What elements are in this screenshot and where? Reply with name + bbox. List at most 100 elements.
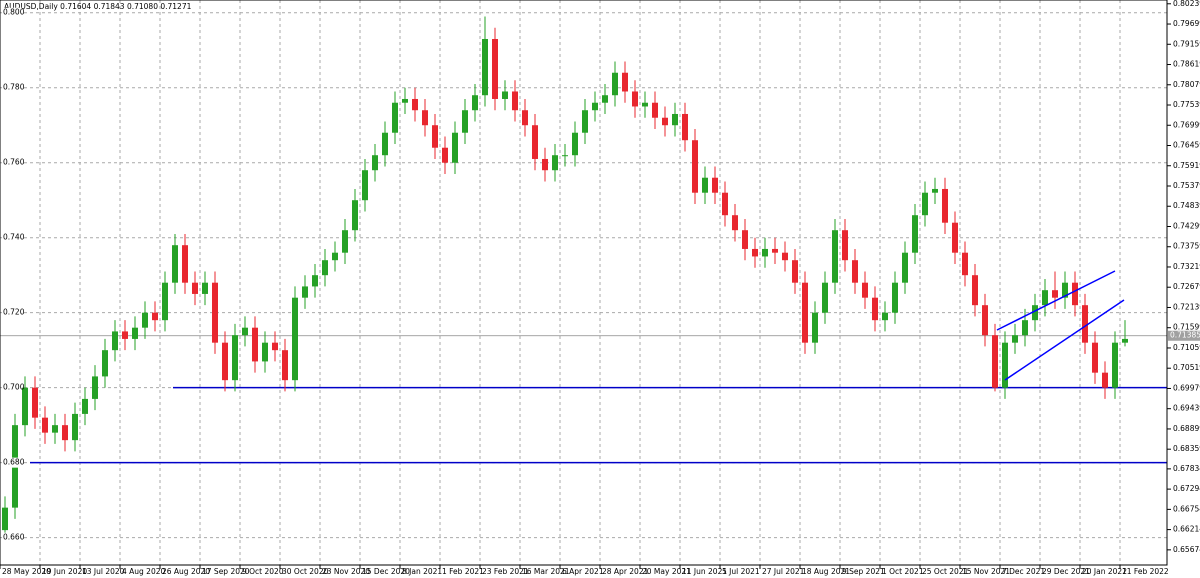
x-tick-label: 23 Nov 2020 bbox=[322, 567, 370, 576]
y2-tick-label: 0.67294 bbox=[1173, 484, 1200, 493]
candle-body bbox=[722, 192, 728, 216]
x-tick-label: 9 Oct 2020 bbox=[242, 567, 284, 576]
y-tick-label: 0.720 bbox=[3, 308, 25, 317]
x-tick-label: 18 Aug 2021 bbox=[802, 567, 850, 576]
candle-body bbox=[322, 260, 328, 276]
candle-body bbox=[532, 125, 538, 159]
candle-body bbox=[952, 222, 958, 253]
y2-tick-label: 0.79159 bbox=[1173, 39, 1200, 48]
plot-frame bbox=[0, 0, 1168, 566]
current-price-label: 0.71385 bbox=[1170, 331, 1200, 340]
candle-body bbox=[522, 110, 528, 126]
y2-tick-label: 0.76999 bbox=[1173, 120, 1200, 129]
y2-tick-label: 0.78079 bbox=[1173, 80, 1200, 89]
y-tick-label-bg bbox=[2, 82, 22, 93]
x-tick-label: 20 May 2021 bbox=[642, 567, 691, 576]
x-tick-label: 26 Aug 2020 bbox=[162, 567, 210, 576]
candle-body bbox=[872, 297, 878, 321]
y-tick-label: 0.660 bbox=[3, 533, 25, 542]
x-tick-label: 15 Nov 2021 bbox=[962, 567, 1010, 576]
candle-body bbox=[32, 387, 38, 418]
candle-body bbox=[42, 417, 48, 433]
candle-body bbox=[652, 102, 658, 118]
candle-body bbox=[102, 350, 108, 377]
y2-tick-label: 0.69979 bbox=[1173, 383, 1200, 392]
candle-body bbox=[942, 188, 948, 223]
candle-body bbox=[742, 230, 748, 249]
y2-tick-label: 0.72679 bbox=[1173, 282, 1200, 291]
y2-tick-label: 0.74299 bbox=[1173, 221, 1200, 230]
marks-layer bbox=[0, 16, 1167, 542]
y2-tick-label: 0.73219 bbox=[1173, 262, 1200, 271]
channel-line bbox=[996, 270, 1116, 331]
candle-body bbox=[982, 305, 988, 336]
candle-body bbox=[92, 376, 98, 399]
candle-body bbox=[352, 200, 358, 231]
candle-body bbox=[1062, 282, 1068, 298]
candle-body bbox=[192, 282, 198, 294]
x-tick-label: 9 Sep 2021 bbox=[842, 567, 885, 576]
x-tick-label: 17 Sep 2020 bbox=[202, 567, 250, 576]
candle-body bbox=[512, 91, 518, 111]
x-tick-label: 25 Oct 2021 bbox=[922, 567, 969, 576]
candle-body bbox=[372, 155, 378, 171]
candle-body bbox=[82, 398, 88, 414]
candle-body bbox=[392, 102, 398, 133]
candle-body bbox=[1052, 290, 1058, 298]
candle-body bbox=[752, 248, 758, 257]
candle-body bbox=[1092, 342, 1098, 373]
candle-body bbox=[252, 327, 258, 362]
candle-body bbox=[552, 155, 558, 171]
x-tick-label: 30 Oct 2020 bbox=[282, 567, 329, 576]
y2-tick-label: 0.78619 bbox=[1173, 60, 1200, 69]
candle-body bbox=[242, 327, 248, 336]
candle-body bbox=[932, 188, 938, 193]
y2-tick-label: 0.68359 bbox=[1173, 444, 1200, 453]
x-tick-label: 15 Dec 2020 bbox=[362, 567, 410, 576]
y2-tick-label: 0.69439 bbox=[1173, 404, 1200, 413]
grid-layer bbox=[0, 0, 1167, 565]
y-tick-label: 0.780 bbox=[3, 83, 25, 92]
candle-body bbox=[822, 282, 828, 313]
y-tick-label: 0.760 bbox=[3, 158, 25, 167]
candle-body bbox=[612, 72, 618, 96]
x-tick-label: 19 Jun 2020 bbox=[42, 567, 87, 576]
y2-tick-label: 0.65674 bbox=[1173, 545, 1200, 554]
candle-body bbox=[702, 177, 708, 193]
candle-body bbox=[812, 312, 818, 343]
candle-body bbox=[112, 331, 118, 351]
candle-body bbox=[472, 95, 478, 111]
candle-body bbox=[852, 260, 858, 283]
candle-body bbox=[402, 98, 408, 103]
candle-body bbox=[992, 335, 998, 388]
y2-tick-label: 0.76459 bbox=[1173, 141, 1200, 150]
candle-body bbox=[1102, 372, 1108, 388]
y-tick-label-bg bbox=[2, 532, 22, 543]
candle-body bbox=[1042, 290, 1048, 306]
candle-body bbox=[232, 335, 238, 381]
candle-body bbox=[602, 95, 608, 103]
x-tick-label: 5 Jul 2021 bbox=[722, 567, 760, 576]
candle-body bbox=[202, 282, 208, 294]
candle-body bbox=[452, 132, 458, 163]
x-tick-label: 4 Aug 2020 bbox=[122, 567, 165, 576]
candle-body bbox=[52, 425, 58, 433]
y2-tick-label: 0.66214 bbox=[1173, 525, 1200, 534]
candle-body bbox=[222, 342, 228, 381]
y-tick-label: 0.800 bbox=[3, 8, 25, 17]
candle-body bbox=[292, 297, 298, 381]
x-tick-label: 23 Feb 2021 bbox=[482, 567, 529, 576]
y-tick-label-bg bbox=[2, 157, 22, 168]
candle-body bbox=[562, 155, 568, 157]
y-tick-label-bg bbox=[2, 7, 22, 18]
x-tick-label: 11 Jun 2021 bbox=[682, 567, 727, 576]
candle-body bbox=[862, 282, 868, 298]
x-tick-label: 11 Feb 2022 bbox=[1122, 567, 1169, 576]
x-tick-label: 7 Dec 2021 bbox=[1002, 567, 1045, 576]
candle-body bbox=[22, 387, 28, 426]
y-tick-label-bg bbox=[2, 382, 22, 393]
y2-tick-label: 0.70519 bbox=[1173, 363, 1200, 372]
y2-tick-label: 0.75919 bbox=[1173, 161, 1200, 170]
candle-body bbox=[1112, 342, 1118, 388]
